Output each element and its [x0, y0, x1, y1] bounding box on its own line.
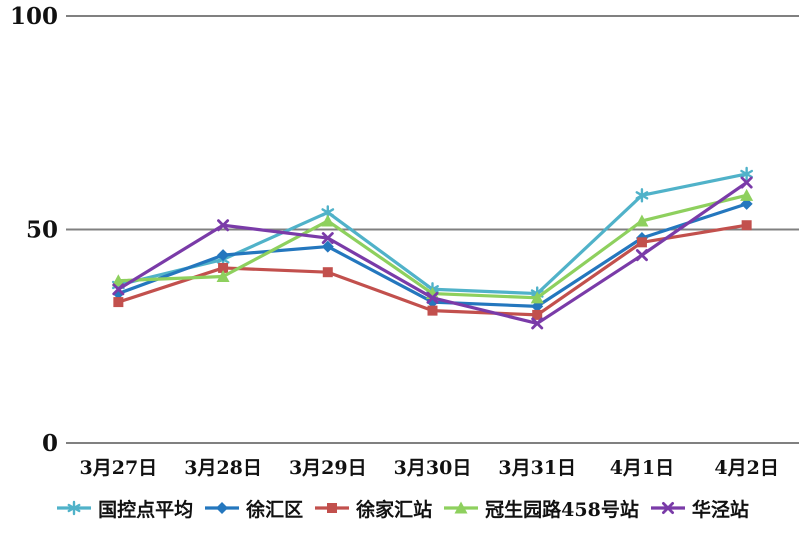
diamond-marker-icon — [217, 249, 230, 262]
series-3 — [111, 188, 754, 304]
x-axis-label: 4月2日 — [714, 457, 778, 479]
x-marker-icon — [321, 232, 334, 245]
legend-marker-icon — [315, 503, 350, 513]
square-marker-icon — [532, 309, 543, 320]
legend-item-3: 冠生园路458号站 — [442, 495, 639, 522]
legend-marker-icon — [650, 502, 685, 514]
x-marker-icon — [217, 219, 230, 232]
square-marker-icon — [741, 220, 752, 231]
diamond-marker-icon — [740, 197, 753, 210]
x-axis-label: 4月1日 — [610, 457, 674, 479]
x-marker-icon — [531, 317, 544, 330]
legend-marker-icon — [205, 502, 240, 514]
square-marker-icon — [427, 305, 438, 316]
legend-label: 国控点平均 — [98, 498, 194, 521]
chart-legend: 国控点平均 徐汇区 徐家汇站 冠生园路458号站 华泾站 — [0, 488, 804, 528]
y-tick-label: 0 — [42, 430, 58, 457]
chart-plot-area: 0 50 100 3月27日 3月28日 3月29日 3月30日 3月31日 4月1日 4月2日 — [10, 3, 799, 479]
x-marker-icon — [112, 283, 125, 296]
triangle-marker-icon — [111, 274, 125, 287]
x-axis-label: 3月30日 — [394, 457, 472, 479]
x-marker-icon — [740, 176, 753, 189]
triangle-marker-icon — [216, 269, 230, 282]
square-marker-icon — [322, 267, 333, 278]
legend-item-1: 徐汇区 — [203, 495, 303, 522]
x-axis-label: 3月28日 — [184, 457, 262, 479]
y-tick-label: 100 — [10, 3, 58, 30]
legend-label: 徐汇区 — [246, 498, 304, 521]
legend-marker-icon — [57, 500, 92, 516]
legend-label: 徐家汇站 — [356, 498, 433, 521]
legend-item-4: 华泾站 — [649, 495, 749, 522]
asterisk-marker-icon — [740, 166, 754, 182]
triangle-marker-icon — [635, 214, 649, 227]
triangle-marker-icon — [454, 501, 468, 514]
square-marker-icon — [327, 503, 338, 513]
diamond-marker-icon — [531, 300, 544, 313]
x-marker-icon — [426, 291, 439, 304]
square-marker-icon — [636, 237, 647, 248]
square-marker-icon — [218, 262, 229, 273]
diamond-marker-icon — [321, 240, 334, 253]
y-tick-label: 50 — [26, 217, 58, 244]
x-axis-label: 3月27日 — [80, 457, 158, 479]
asterisk-marker-icon — [67, 500, 81, 516]
triangle-marker-icon — [321, 214, 335, 227]
x-marker-icon — [661, 502, 674, 514]
triangle-marker-icon — [740, 188, 754, 201]
legend-marker-icon — [444, 501, 479, 514]
x-marker-icon — [635, 249, 648, 262]
diamond-marker-icon — [216, 502, 229, 514]
legend-label: 华泾站 — [691, 498, 749, 521]
series-2 — [113, 220, 752, 320]
x-axis-label: 3月29日 — [289, 457, 367, 479]
x-axis-label: 3月31日 — [498, 457, 576, 479]
triangle-marker-icon — [530, 291, 544, 304]
legend-item-0: 国控点平均 — [55, 495, 193, 522]
series-4 — [112, 176, 753, 330]
asterisk-marker-icon — [635, 188, 649, 203]
legend-label: 冠生园路458号站 — [485, 498, 639, 521]
square-marker-icon — [113, 297, 124, 308]
legend-item-2: 徐家汇站 — [313, 495, 432, 522]
